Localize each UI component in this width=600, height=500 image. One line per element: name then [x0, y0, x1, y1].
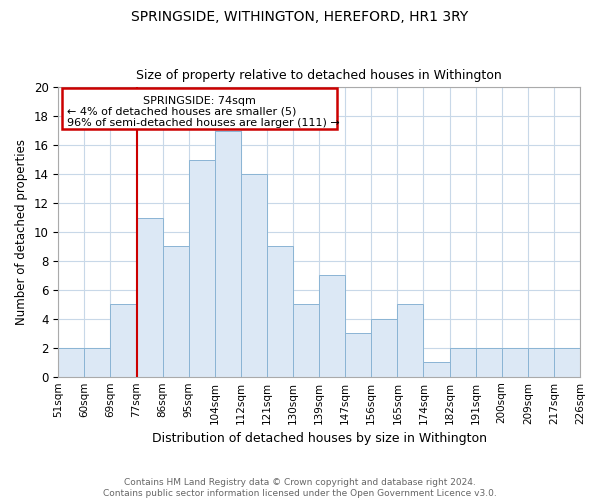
Bar — [424, 362, 449, 376]
Bar — [397, 304, 424, 376]
Bar — [554, 348, 580, 376]
Bar — [163, 246, 189, 376]
Bar — [345, 334, 371, 376]
Bar — [137, 218, 163, 376]
Bar — [85, 348, 110, 376]
Bar — [58, 348, 85, 376]
Bar — [319, 276, 345, 376]
Text: SPRINGSIDE, WITHINGTON, HEREFORD, HR1 3RY: SPRINGSIDE, WITHINGTON, HEREFORD, HR1 3R… — [131, 10, 469, 24]
Bar — [215, 130, 241, 376]
Bar — [449, 348, 476, 376]
Bar — [241, 174, 267, 376]
Bar — [502, 348, 528, 376]
Bar — [371, 319, 397, 376]
Y-axis label: Number of detached properties: Number of detached properties — [15, 139, 28, 325]
Bar — [293, 304, 319, 376]
Title: Size of property relative to detached houses in Withington: Size of property relative to detached ho… — [136, 69, 502, 82]
Bar — [110, 304, 137, 376]
Bar — [528, 348, 554, 376]
Bar — [62, 88, 337, 128]
Bar — [189, 160, 215, 376]
Text: 96% of semi-detached houses are larger (111) →: 96% of semi-detached houses are larger (… — [67, 118, 340, 128]
Text: SPRINGSIDE: 74sqm: SPRINGSIDE: 74sqm — [143, 96, 256, 106]
Text: Contains HM Land Registry data © Crown copyright and database right 2024.
Contai: Contains HM Land Registry data © Crown c… — [103, 478, 497, 498]
X-axis label: Distribution of detached houses by size in Withington: Distribution of detached houses by size … — [152, 432, 487, 445]
Bar — [267, 246, 293, 376]
Text: ← 4% of detached houses are smaller (5): ← 4% of detached houses are smaller (5) — [67, 107, 297, 117]
Bar — [476, 348, 502, 376]
